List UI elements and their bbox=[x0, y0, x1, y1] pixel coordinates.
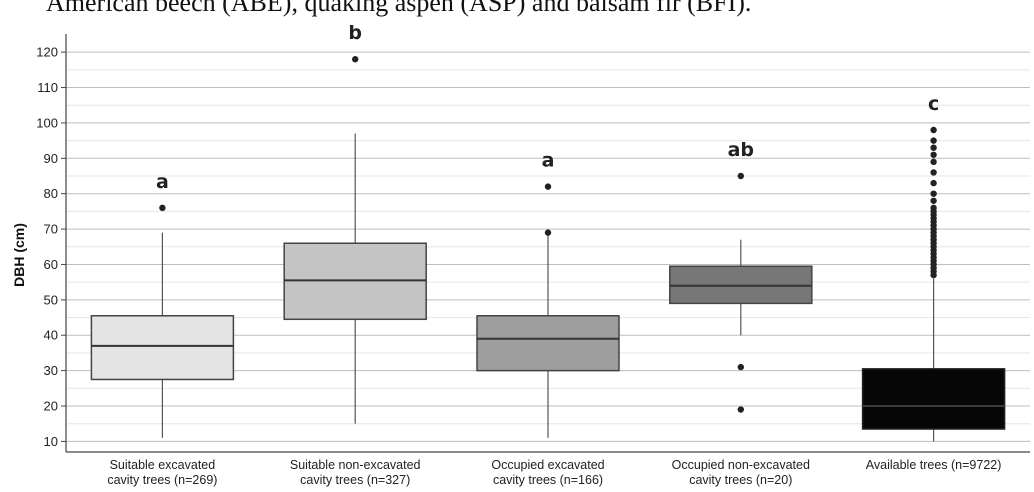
y-tick-label: 110 bbox=[37, 80, 58, 95]
y-tick-label: 20 bbox=[44, 399, 58, 414]
category-label-line1: Available trees (n=9722) bbox=[866, 458, 1002, 472]
category-label-line1: Suitable excavated bbox=[110, 458, 216, 472]
outlier-point bbox=[930, 197, 937, 204]
y-tick-label: 120 bbox=[36, 45, 58, 60]
category-label-line2: cavity trees (n=327) bbox=[300, 473, 410, 487]
y-tick-label: 60 bbox=[44, 257, 58, 272]
category-label-line1: Suitable non-excavated bbox=[290, 458, 421, 472]
boxes bbox=[90, 56, 1006, 442]
outlier-point bbox=[930, 126, 937, 134]
box-iqr bbox=[90, 315, 235, 381]
category-label-line2: cavity trees (n=20) bbox=[689, 473, 792, 487]
category-label-line1: Occupied excavated bbox=[491, 458, 604, 472]
category-label-line2: cavity trees (n=166) bbox=[493, 473, 603, 487]
category-label-line1: Occupied non-excavated bbox=[672, 458, 810, 472]
outlier-point bbox=[930, 179, 937, 187]
category-label-line2: cavity trees (n=269) bbox=[107, 473, 217, 487]
y-tick-label: 100 bbox=[36, 115, 58, 130]
significance-letter: a bbox=[542, 150, 555, 172]
outlier-point bbox=[737, 172, 744, 180]
significance-letters: aba abc bbox=[156, 22, 939, 193]
y-tick-label: 10 bbox=[44, 434, 58, 449]
outlier-point bbox=[930, 144, 937, 151]
axes bbox=[65, 34, 1030, 453]
y-tick-label: 40 bbox=[44, 328, 58, 343]
y-tick-label: 50 bbox=[44, 292, 58, 307]
outlier-point bbox=[930, 169, 937, 176]
significance-letter: ab bbox=[728, 139, 754, 161]
y-tick-label: 70 bbox=[44, 222, 58, 237]
outlier-point bbox=[544, 183, 552, 190]
outlier-point bbox=[930, 190, 937, 197]
y-tick-label: 80 bbox=[44, 186, 58, 201]
outlier-point bbox=[159, 204, 166, 212]
outlier-point bbox=[544, 229, 552, 236]
outlier-point bbox=[737, 406, 744, 413]
y-tick-labels: 10 20 30 40 50 60 70 80 90 100 110 120 bbox=[36, 45, 66, 449]
outlier-point bbox=[930, 151, 937, 158]
outlier-point bbox=[930, 204, 937, 212]
outlier-point bbox=[352, 56, 359, 63]
significance-letter: b bbox=[348, 22, 362, 44]
caption-text: American beech (ABE), quaking aspen (ASP… bbox=[46, 0, 752, 17]
box-iqr bbox=[476, 315, 620, 372]
outlier-point bbox=[930, 137, 937, 144]
outlier-point bbox=[930, 158, 937, 166]
outlier-point bbox=[737, 363, 744, 371]
y-tick-label: 90 bbox=[44, 151, 58, 166]
box-iqr bbox=[861, 368, 1006, 430]
significance-letter: c bbox=[928, 93, 939, 115]
y-axis-label: DBH (cm) bbox=[11, 223, 27, 287]
y-tick-label: 30 bbox=[44, 363, 58, 378]
significance-letter: a bbox=[156, 171, 169, 193]
